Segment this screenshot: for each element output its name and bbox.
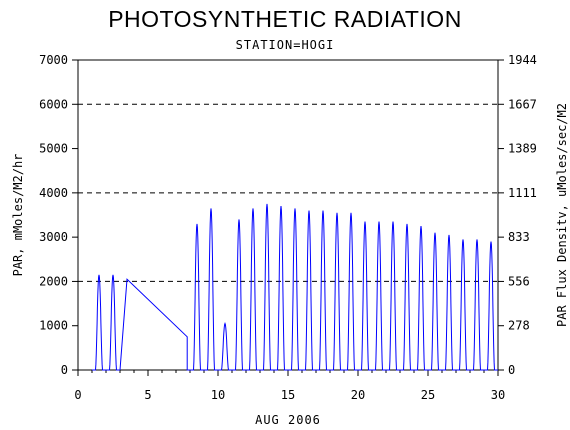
y-axis-left: 0 1000 2000 3000 4000 5000 6000 7000 (39, 53, 78, 377)
series-day-8 (190, 223, 204, 371)
series-day-25 (428, 232, 442, 371)
y2-tick-label: 1667 (508, 97, 537, 111)
y-tick-label: 6000 (39, 97, 68, 111)
series-day-14 (274, 206, 288, 371)
y-tick-label: 7000 (39, 53, 68, 67)
series-day-21 (372, 221, 386, 371)
y-tick-label: 5000 (39, 142, 68, 156)
x-tick-label: 10 (211, 388, 225, 402)
y-tick-label: 1000 (39, 319, 68, 333)
x-axis: 0 5 10 15 20 25 30 (74, 370, 505, 402)
y-tick-label: 2000 (39, 274, 68, 288)
series-day-20 (358, 221, 372, 371)
chart-subtitle: STATION=HOGI (235, 38, 335, 52)
series-day-28 (470, 239, 484, 371)
x-axis-label: AUG 2006 (255, 413, 321, 427)
y-axis-right: 0 278 556 833 1111 1389 1667 1944 (498, 53, 537, 377)
series-day-12 (246, 208, 260, 371)
series-gap-bridge (119, 278, 190, 371)
series-day-27 (456, 239, 470, 371)
series-day-9 (204, 208, 218, 371)
chart-title: PHOTOSYNTHETIC RADIATION (108, 6, 462, 32)
par-series (92, 203, 498, 371)
y-tick-label: 0 (61, 363, 68, 377)
series-day-2 (106, 274, 120, 371)
x-tick-label: 20 (351, 388, 365, 402)
series-day-13 (260, 203, 274, 371)
series-day-24 (414, 226, 428, 371)
y2-axis-label: PAR Flux Densitv, uMoles/sec/M2 (555, 103, 569, 327)
series-day-23 (400, 223, 414, 371)
x-tick-label: 30 (491, 388, 505, 402)
series-day-11 (232, 219, 246, 371)
y2-tick-label: 1111 (508, 186, 537, 200)
y2-tick-label: 278 (508, 319, 530, 333)
series-day-26 (442, 234, 456, 371)
y-tick-label: 4000 (39, 186, 68, 200)
x-tick-label: 15 (281, 388, 295, 402)
series-day-17 (316, 210, 330, 371)
series-day-29 (484, 241, 498, 371)
y-tick-label: 3000 (39, 230, 68, 244)
y2-tick-label: 833 (508, 230, 530, 244)
y2-tick-label: 1389 (508, 142, 537, 156)
series-day-16 (302, 210, 316, 371)
y2-tick-label: 556 (508, 274, 530, 288)
series-day-10 (218, 322, 232, 371)
x-tick-label: 25 (421, 388, 435, 402)
series-day-22 (386, 221, 400, 371)
reference-lines (78, 103, 498, 282)
series-day-1 (92, 274, 106, 371)
x-tick-label: 5 (144, 388, 151, 402)
series-day-18 (330, 212, 344, 371)
y-axis-label: PAR, mMoles/M2/hr (11, 154, 25, 277)
series-day-19 (344, 212, 358, 371)
plot-frame (77, 59, 499, 371)
y2-tick-label: 0 (508, 363, 515, 377)
x-tick-label: 0 (74, 388, 81, 402)
series-day-15 (288, 208, 302, 371)
y2-tick-label: 1944 (508, 53, 537, 67)
